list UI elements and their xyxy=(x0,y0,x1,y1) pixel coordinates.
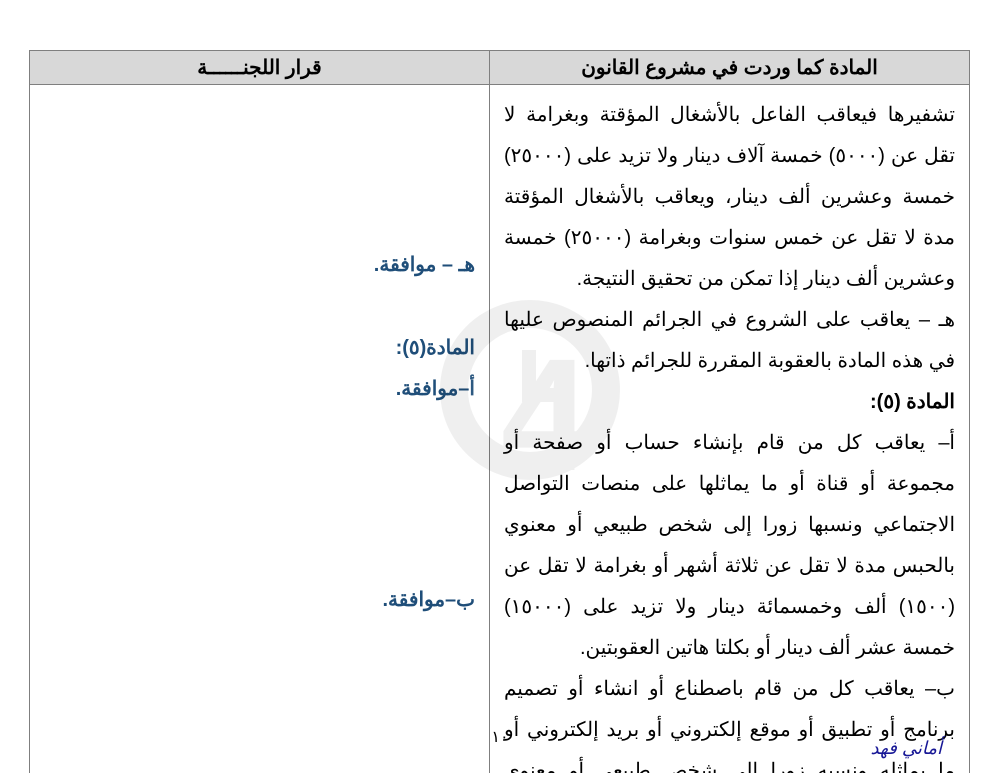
header-left: قرار اللجنــــــة xyxy=(30,51,490,85)
spacer xyxy=(44,286,475,328)
signature: أماني فهد xyxy=(871,738,943,759)
decision-h: هـ – موافقة. xyxy=(44,245,475,286)
para-3: أ– يعاقب كل من قام بإنشاء حساب أو صفحة أ… xyxy=(504,423,955,669)
para-2: هـ – يعاقب على الشروع في الجرائم المنصوص… xyxy=(504,300,955,382)
decision-art5: المادة(٥): xyxy=(44,328,475,369)
decision-a: أ–موافقة. xyxy=(44,369,475,410)
spacer xyxy=(44,410,475,580)
law-table: المادة كما وردت في مشروع القانون قرار ال… xyxy=(29,50,970,773)
page: J 4 المادة كما وردت في مشروع القانون قرا… xyxy=(0,0,1000,773)
article-5-title: المادة (٥): xyxy=(504,382,955,423)
spacer xyxy=(44,95,475,245)
header-right: المادة كما وردت في مشروع القانون xyxy=(490,51,970,85)
cell-article-text: تشفيرها فيعاقب الفاعل بالأشغال المؤقتة و… xyxy=(490,85,970,773)
para-1: تشفيرها فيعاقب الفاعل بالأشغال المؤقتة و… xyxy=(504,95,955,300)
decision-b: ب–موافقة. xyxy=(44,580,475,621)
cell-decision: هـ – موافقة. المادة(٥): أ–موافقة. ب–مواف… xyxy=(30,85,490,773)
page-number: ١٠ xyxy=(0,727,1000,747)
